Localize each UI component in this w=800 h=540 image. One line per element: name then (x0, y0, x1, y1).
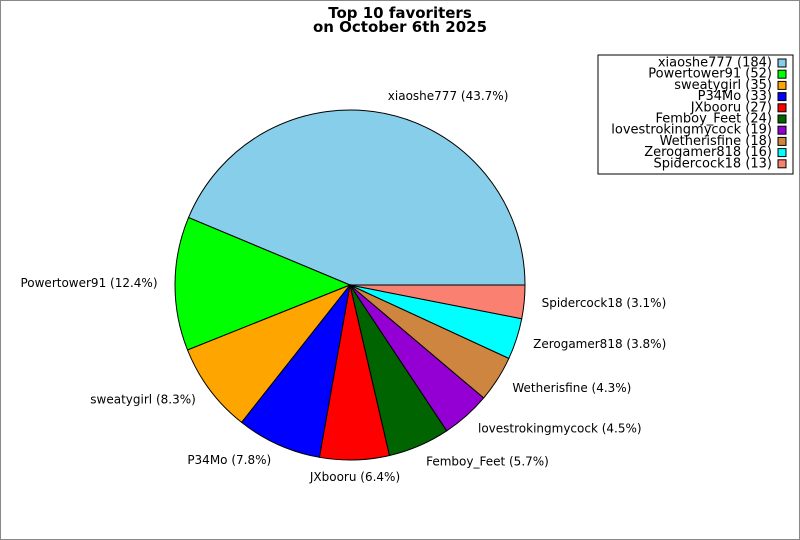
legend-swatch-jxbooru (777, 103, 787, 113)
legend: xiaoshe777 (184)Powertower91 (52)sweatyg… (597, 54, 794, 175)
legend-swatch-spidercock18 (777, 159, 787, 169)
legend-label-sweatygirl: sweatygirl (35) (674, 78, 772, 93)
slice-label-wetherisfine: Wetherisfine (4.3%) (512, 381, 631, 395)
legend-label-xiaoshe777: xiaoshe777 (184) (658, 56, 772, 71)
slice-label-xiaoshe777: xiaoshe777 (43.7%) (388, 89, 509, 103)
slice-label-sweatygirl: sweatygirl (8.3%) (90, 393, 196, 407)
legend-swatch-xiaoshe777 (777, 58, 787, 68)
legend-label-zerogamer818: Zerogamer818 (16) (644, 145, 772, 160)
slice-label-p34mo: P34Mo (7.8%) (187, 453, 271, 467)
slice-label-zerogamer818: Zerogamer818 (3.8%) (533, 337, 666, 351)
legend-label-femboy-feet: Femboy_Feet (24) (655, 112, 772, 127)
slice-labels: xiaoshe777 (43.7%) Powertower91 (12.4%) sw… (20, 89, 666, 484)
legend-label-spidercock18: Spidercock18 (13) (653, 156, 772, 171)
legend-swatch-wetherisfine (777, 136, 787, 146)
slice-label-powertower91: Powertower91 (12.4%) (20, 276, 157, 290)
pie-slice-powertower91 (174, 216, 352, 351)
legend-label-wetherisfine: Wetherisfine (18) (660, 134, 772, 149)
pie-slice-xiaoshe777 (187, 109, 526, 286)
legend-swatch-powertower91 (777, 69, 787, 79)
slice-label-lovestrokingmycock: lovestrokingmycock (4.5%) (478, 421, 642, 435)
legend-swatch-p34mo (777, 92, 787, 102)
legend-swatch-sweatygirl (777, 80, 787, 90)
slice-label-jxbooru: JXbooru (6.4%) (309, 470, 400, 484)
slice-label-spidercock18: Spidercock18 (3.1%) (542, 296, 667, 310)
slice-label-femboy-feet: Femboy_Feet (5.7%) (426, 454, 549, 468)
chart-title: Top 10 favoriters (328, 4, 472, 22)
legend-label-p34mo: P34Mo (33) (698, 89, 772, 104)
legend-label-powertower91: Powertower91 (52) (648, 67, 772, 82)
legend-swatch-zerogamer818 (777, 148, 787, 158)
pie-slice-spidercock18 (349, 284, 526, 320)
legend-box (597, 54, 794, 175)
legend-swatch-lovestrokingmycock (777, 125, 787, 135)
pie-slices (174, 109, 526, 461)
chart-subtitle: on October 6th 2025 (313, 18, 487, 36)
legend-swatch-femboy-feet (777, 114, 787, 124)
legend-label-lovestrokingmycock: lovestrokingmycock (19) (611, 123, 772, 138)
pie-slice-sweatygirl (186, 283, 352, 424)
legend-label-jxbooru: JXbooru (27) (690, 100, 772, 115)
